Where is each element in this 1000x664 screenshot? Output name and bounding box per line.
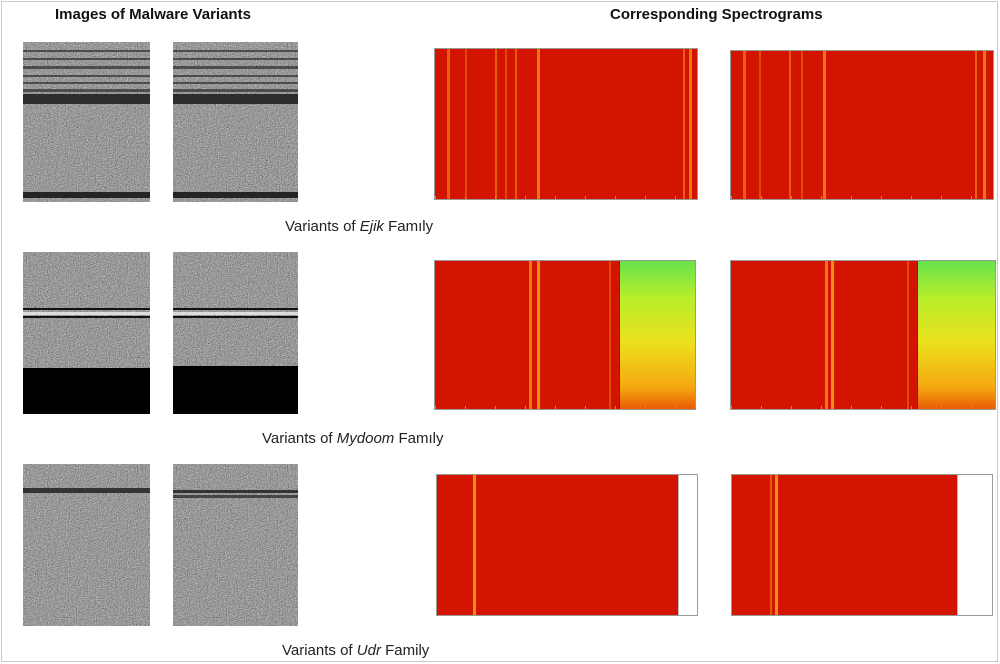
spectrogram-udr-2 [731, 474, 993, 616]
right-column-header: Corresponding Spectrograms [610, 6, 823, 23]
malware-image-udr-2 [173, 464, 298, 626]
spectrogram-mydoom-1 [434, 260, 696, 410]
spectrogram-mydoom-2 [730, 260, 996, 410]
spectrogram-ejik-1 [434, 48, 698, 200]
malware-image-ejik-1 [23, 42, 150, 202]
caption-ejik: Variants of Ejik Famıly [285, 218, 434, 235]
malware-image-mydoom-2 [173, 252, 298, 414]
malware-image-ejik-2 [173, 42, 298, 202]
caption-udr: Variants of Udr Family [282, 642, 430, 659]
caption-mydoom: Variants of Mydoom Famıly [262, 430, 444, 447]
malware-image-mydoom-1 [23, 252, 150, 414]
left-column-header: Images of Malware Variants [55, 6, 251, 23]
spectrogram-udr-1 [436, 474, 698, 616]
spectrogram-ejik-2 [730, 50, 994, 200]
malware-image-udr-1 [23, 464, 150, 626]
